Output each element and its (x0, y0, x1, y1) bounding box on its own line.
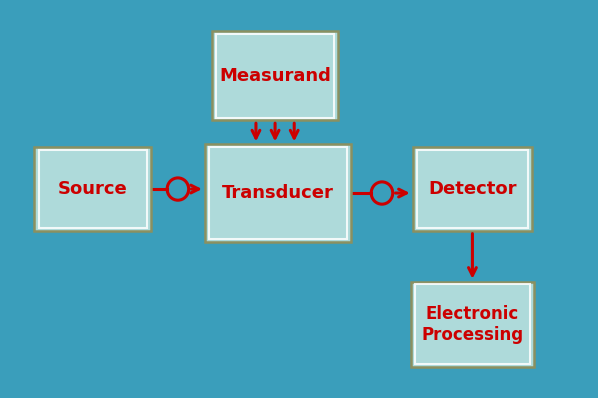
FancyBboxPatch shape (34, 147, 151, 231)
Text: Source: Source (58, 180, 127, 198)
Text: Measurand: Measurand (219, 66, 331, 85)
Text: Detector: Detector (428, 180, 517, 198)
FancyBboxPatch shape (38, 150, 147, 228)
FancyBboxPatch shape (205, 144, 352, 242)
FancyBboxPatch shape (216, 34, 334, 118)
Text: Electronic
Processing: Electronic Processing (422, 305, 523, 344)
FancyBboxPatch shape (411, 282, 534, 367)
FancyBboxPatch shape (413, 147, 532, 231)
FancyBboxPatch shape (415, 284, 530, 365)
FancyBboxPatch shape (212, 31, 338, 120)
Text: Transducer: Transducer (222, 184, 334, 202)
FancyBboxPatch shape (209, 147, 347, 239)
FancyBboxPatch shape (417, 150, 528, 228)
